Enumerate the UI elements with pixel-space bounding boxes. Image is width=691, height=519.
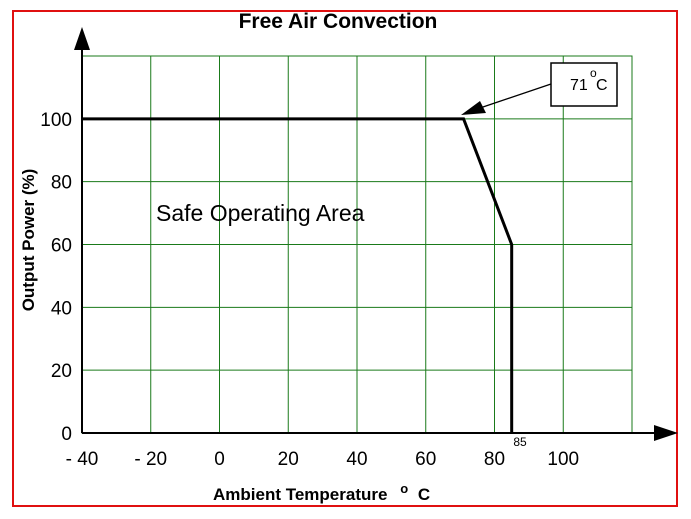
x-tick-label: 0 xyxy=(214,449,225,470)
callout-degree: o xyxy=(590,66,597,80)
y-tick-label: 80 xyxy=(51,173,72,194)
x-tick-label: - 20 xyxy=(134,449,167,470)
derating-curve xyxy=(82,117,514,433)
chart-frame xyxy=(12,10,678,507)
x-tick-label: 20 xyxy=(278,449,299,470)
callout-arrowhead-icon xyxy=(461,101,486,115)
x-axis-arrow-icon xyxy=(654,425,678,441)
y-tick-label: 60 xyxy=(51,236,72,257)
x-axis-label: Ambient Temperature o C xyxy=(213,478,430,504)
callout-71c: 71 o C xyxy=(461,62,618,115)
axes xyxy=(74,27,678,441)
y-tick-label: 0 xyxy=(61,424,72,445)
x-tick-label: 100 xyxy=(547,449,579,470)
x-tick-label: 60 xyxy=(415,449,436,470)
chart-title: Free Air Convection xyxy=(239,10,438,33)
callout-box xyxy=(550,62,618,107)
x-axis-label-unit: C xyxy=(418,485,430,504)
tick-labels: - 40 - 20 0 20 40 60 80 100 0 20 40 60 80 100 xyxy=(40,110,579,470)
x-axis-label-text: Ambient Temperature xyxy=(213,485,387,504)
grid xyxy=(81,55,633,434)
y-tick-label: 100 xyxy=(40,110,72,131)
x-tick-label: 80 xyxy=(484,449,505,470)
x-tick-label: - 40 xyxy=(66,449,99,470)
y-axis-label: Output Power (%) xyxy=(19,169,38,312)
series xyxy=(81,117,514,434)
y-tick-label: 40 xyxy=(51,298,72,319)
y-tick-label: 20 xyxy=(51,361,72,382)
marker-85-label: 85 xyxy=(513,435,527,449)
y-axis-arrow-icon xyxy=(74,27,90,50)
callout-leader-line xyxy=(479,83,552,109)
callout-unit: C xyxy=(596,77,608,94)
x-tick-label: 40 xyxy=(346,449,367,470)
callout-value: 71 xyxy=(570,77,588,94)
safe-operating-area-label: Safe Operating Area xyxy=(156,200,365,226)
x-axis-label-degree: o xyxy=(400,481,408,496)
